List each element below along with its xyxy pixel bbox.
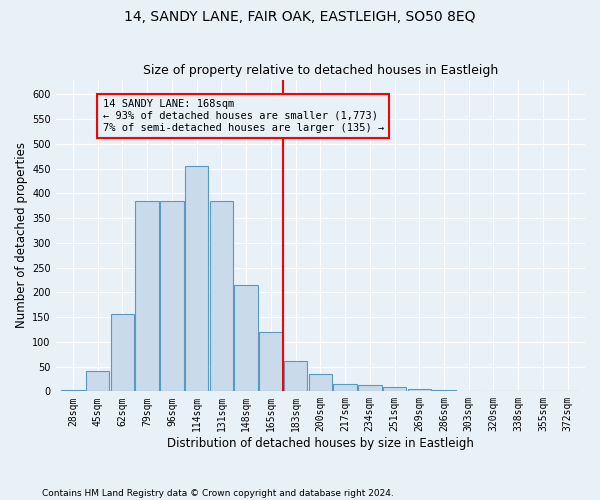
Bar — [407, 389, 431, 392]
X-axis label: Distribution of detached houses by size in Eastleigh: Distribution of detached houses by size … — [167, 437, 474, 450]
Bar — [185, 166, 208, 392]
Bar — [334, 384, 357, 392]
Bar — [209, 201, 233, 392]
Bar — [284, 360, 307, 392]
Bar — [358, 385, 382, 392]
Text: 14 SANDY LANE: 168sqm
← 93% of detached houses are smaller (1,773)
7% of semi-de: 14 SANDY LANE: 168sqm ← 93% of detached … — [103, 100, 384, 132]
Bar — [136, 201, 159, 392]
Text: 14, SANDY LANE, FAIR OAK, EASTLEIGH, SO50 8EQ: 14, SANDY LANE, FAIR OAK, EASTLEIGH, SO5… — [124, 10, 476, 24]
Bar — [259, 332, 283, 392]
Bar — [383, 388, 406, 392]
Bar — [432, 390, 456, 392]
Bar — [308, 374, 332, 392]
Bar — [110, 314, 134, 392]
Bar — [86, 370, 109, 392]
Bar — [235, 285, 258, 392]
Y-axis label: Number of detached properties: Number of detached properties — [15, 142, 28, 328]
Text: Contains HM Land Registry data © Crown copyright and database right 2024.: Contains HM Land Registry data © Crown c… — [42, 488, 394, 498]
Bar — [160, 201, 184, 392]
Title: Size of property relative to detached houses in Eastleigh: Size of property relative to detached ho… — [143, 64, 498, 77]
Bar — [61, 390, 85, 392]
